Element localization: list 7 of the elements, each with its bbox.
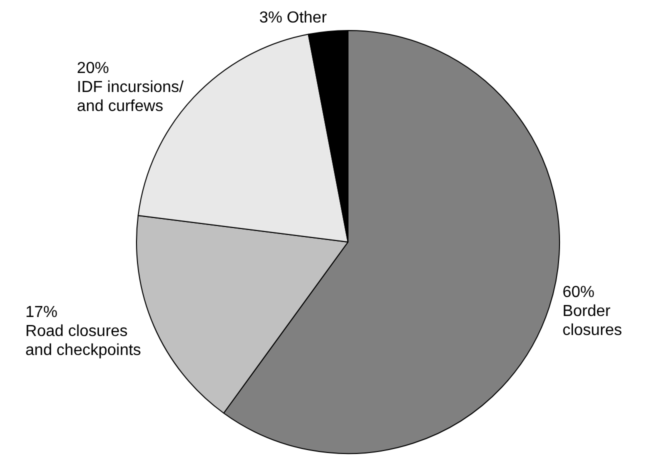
slice-label: Road closures and checkpoints (25, 322, 142, 359)
data-label: 17% (25, 304, 58, 321)
slice-label: Border closures (562, 303, 622, 340)
slice-label: IDF incursions/ and curfews (76, 79, 184, 116)
slice-label: 3% Other (259, 9, 328, 26)
data-label: 20% (76, 60, 109, 78)
data-label: 60% (562, 284, 594, 302)
